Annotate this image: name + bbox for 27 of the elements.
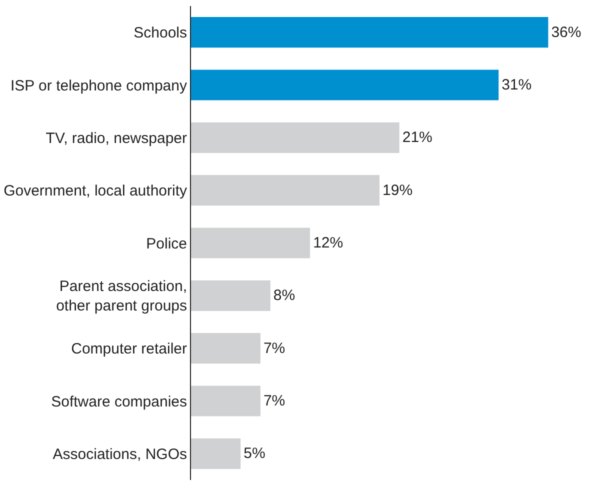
data-label: 7% bbox=[263, 392, 286, 410]
data-label: 12% bbox=[313, 234, 344, 252]
y-tick-label: TV, radio, newspaper bbox=[46, 130, 187, 147]
bar bbox=[191, 175, 380, 206]
data-label: 36% bbox=[551, 24, 582, 41]
y-tick-label: ISP or telephone company bbox=[10, 77, 188, 94]
bar bbox=[191, 333, 260, 364]
data-label: 31% bbox=[502, 76, 532, 94]
bar bbox=[191, 17, 548, 48]
y-tick-label: Parent association, other parent groups bbox=[56, 278, 187, 315]
y-tick-label: Software companies bbox=[51, 393, 187, 410]
bar bbox=[191, 438, 241, 469]
data-label: 7% bbox=[263, 340, 286, 357]
bar bbox=[191, 386, 260, 416]
y-tick-label: Schools bbox=[134, 24, 187, 42]
bar bbox=[191, 228, 310, 258]
data-label: 19% bbox=[382, 182, 413, 199]
bar bbox=[191, 70, 499, 100]
data-label: 21% bbox=[402, 129, 432, 146]
y-tick-label: Associations, NGOs bbox=[52, 446, 187, 463]
data-label: 8% bbox=[273, 287, 296, 304]
data-label: 5% bbox=[244, 445, 266, 462]
bar bbox=[191, 122, 400, 153]
bar bbox=[191, 280, 270, 311]
y-tick-label: Police bbox=[146, 235, 187, 252]
y-tick-label: Computer retailer bbox=[71, 340, 187, 358]
y-tick-label: Government, local authority bbox=[4, 182, 188, 200]
